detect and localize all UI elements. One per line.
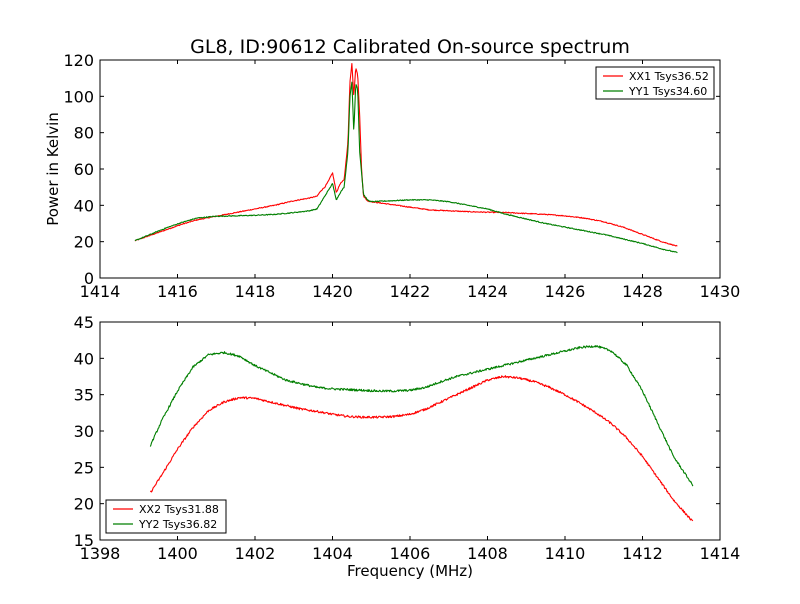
series-line-xx1 bbox=[134, 62, 678, 247]
y-tick-label: 25 bbox=[74, 458, 94, 477]
x-tick-label: 1404 bbox=[312, 544, 353, 563]
x-tick-label: 1400 bbox=[157, 544, 198, 563]
x-tick-label: 1430 bbox=[700, 282, 741, 301]
x-tick-label: 1422 bbox=[390, 282, 431, 301]
legend-box bbox=[595, 66, 715, 100]
y-tick-label: 45 bbox=[74, 313, 94, 332]
legend-label: XX2 Tsys31.88 bbox=[139, 503, 219, 516]
bottom-spectrum-panel: 1398 1400 1402 1404 1406 1408 1410 1412 1414 15 20… bbox=[74, 313, 741, 563]
y-axis-label: Power in Kelvin bbox=[44, 112, 62, 226]
y-tick-label: 0 bbox=[84, 269, 94, 288]
y-tick-label: 20 bbox=[74, 495, 94, 514]
x-tick-label: 1414 bbox=[80, 282, 121, 301]
y-tick-label: 30 bbox=[74, 422, 94, 441]
legend: XX1 Tsys36.52 YY1 Tsys34.60 bbox=[595, 66, 715, 100]
legend-box bbox=[105, 499, 227, 534]
x-tick-label: 1418 bbox=[235, 282, 276, 301]
y-tick-label: 40 bbox=[74, 196, 94, 215]
x-tick-label: 1406 bbox=[390, 544, 431, 563]
legend: XX2 Tsys31.88 YY2 Tsys36.82 bbox=[105, 499, 227, 534]
x-tick-label: 1420 bbox=[312, 282, 353, 301]
y-tick-label: 20 bbox=[74, 233, 94, 252]
x-tick-label: 1426 bbox=[545, 282, 586, 301]
y-tick-label: 35 bbox=[74, 386, 94, 405]
x-tick-label: 1414 bbox=[700, 544, 741, 563]
x-tick-label: 1424 bbox=[467, 282, 508, 301]
x-tick-label: 1410 bbox=[545, 544, 586, 563]
x-tick-label: 1412 bbox=[622, 544, 663, 563]
x-tick-label: 1398 bbox=[80, 544, 121, 563]
series-line-xx2 bbox=[149, 375, 694, 522]
series-line-yy1 bbox=[134, 81, 678, 254]
y-tick-label: 40 bbox=[74, 349, 94, 368]
y-tick-label: 15 bbox=[74, 531, 94, 550]
x-tick-label: 1402 bbox=[235, 544, 276, 563]
x-tick-label: 1428 bbox=[622, 282, 663, 301]
legend-label: YY2 Tsys36.82 bbox=[138, 518, 217, 531]
y-tick-label: 120 bbox=[63, 51, 94, 70]
top-spectrum-panel: 1414 1416 1418 1420 1422 1424 1426 1428 1430 0 20 4… bbox=[63, 51, 740, 301]
y-tick-label: 80 bbox=[74, 124, 94, 143]
legend-label: XX1 Tsys36.52 bbox=[629, 70, 709, 83]
legend-label: YY1 Tsys34.60 bbox=[628, 85, 707, 98]
y-tick-label: 60 bbox=[74, 160, 94, 179]
y-tick-label: 100 bbox=[63, 87, 94, 106]
x-tick-label: 1408 bbox=[467, 544, 508, 563]
chart-title: GL8, ID:90612 Calibrated On-source spect… bbox=[190, 36, 630, 58]
x-tick-label: 1416 bbox=[157, 282, 198, 301]
x-axis-label: Frequency (MHz) bbox=[347, 562, 473, 580]
series-line-yy2 bbox=[149, 344, 694, 487]
